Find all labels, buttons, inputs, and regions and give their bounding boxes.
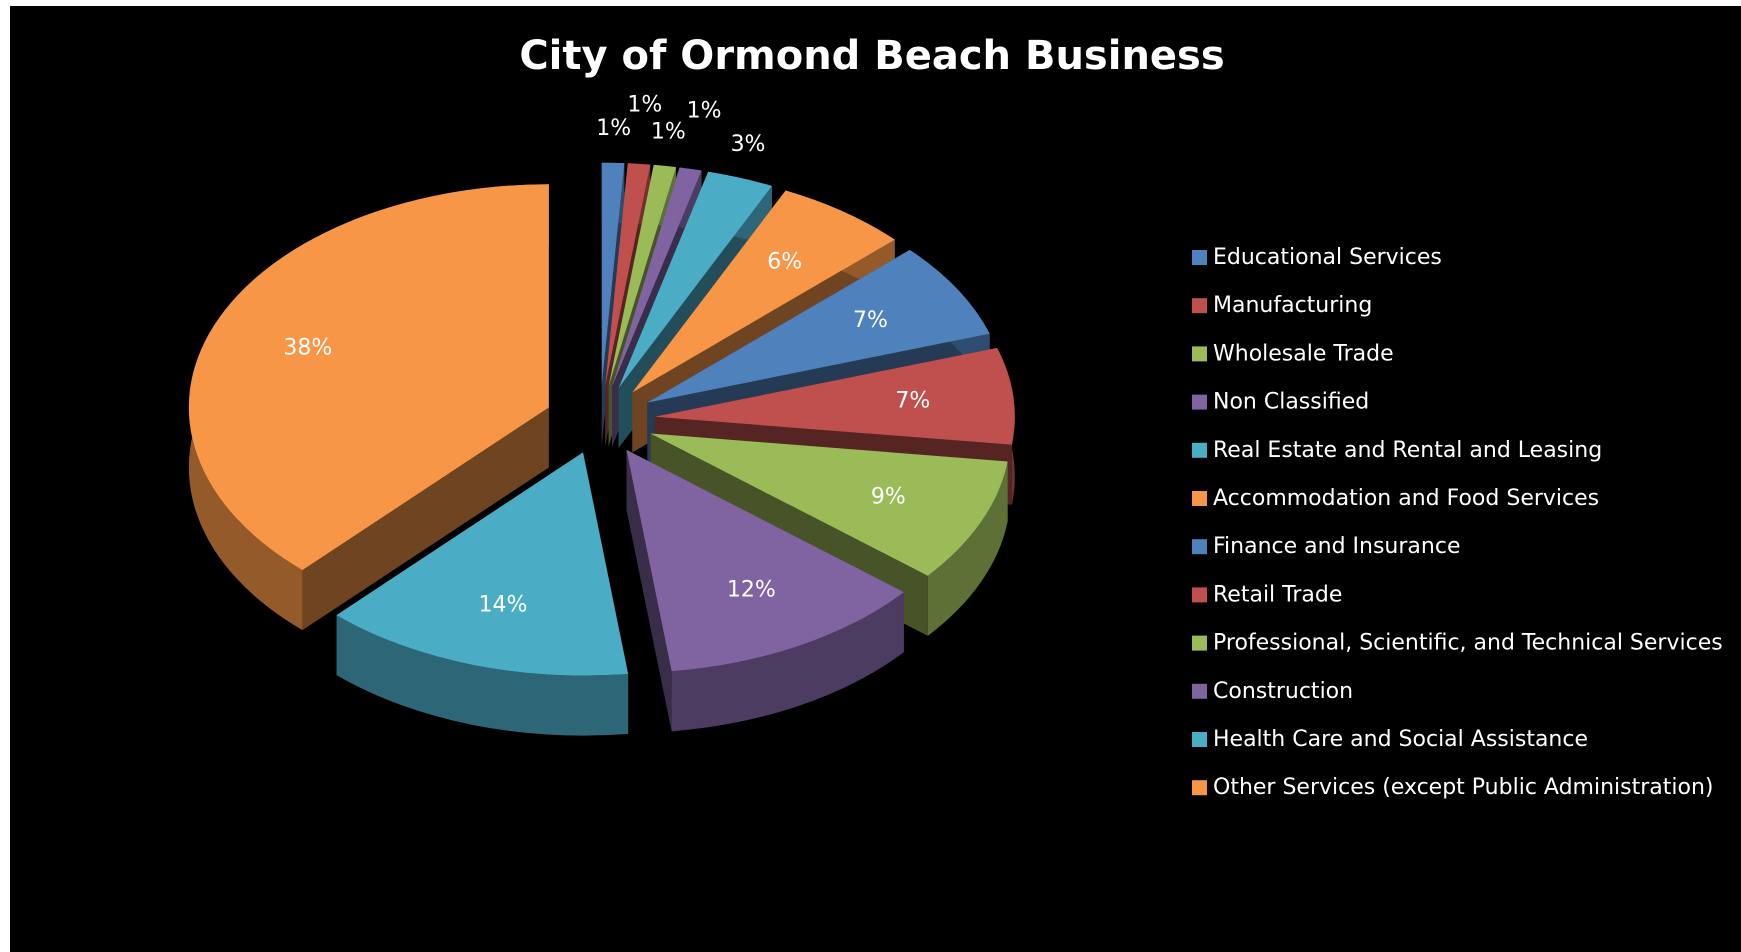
pie-slice <box>647 249 990 403</box>
legend-label: Finance and Insurance <box>1213 534 1460 559</box>
pie-slice <box>611 167 702 387</box>
legend-label: Non Classified <box>1213 390 1369 415</box>
legend-label: Other Services (except Public Administra… <box>1213 775 1713 800</box>
legend-label: Educational Services <box>1213 245 1442 270</box>
slice-wall <box>671 592 904 732</box>
pie-slice <box>188 184 549 571</box>
legend-swatch <box>1192 250 1207 265</box>
slice-side <box>302 407 549 631</box>
legend-label: Accommodation and Food Services <box>1213 486 1599 511</box>
legend-swatch <box>1192 683 1207 699</box>
slice-wall <box>336 615 629 736</box>
pie-slice <box>336 452 629 676</box>
legend-label: Retail Trade <box>1213 582 1342 607</box>
pie-slice <box>618 171 772 388</box>
data-label: 3% <box>731 132 766 157</box>
pie-slice <box>654 347 1015 445</box>
data-label: 1% <box>651 119 686 144</box>
legend-swatch <box>1192 635 1207 651</box>
legend-label: Wholesale Trade <box>1213 341 1394 366</box>
pie-slice <box>601 162 625 386</box>
legend-swatch <box>1192 491 1207 506</box>
legend-swatch <box>1192 394 1207 410</box>
pie-slice <box>608 164 677 387</box>
legend-label: Health Care and Social Assistance <box>1213 727 1588 752</box>
pie-slice <box>632 190 895 393</box>
legend-swatch <box>1192 346 1207 362</box>
legend-label: Construction <box>1213 679 1353 704</box>
legend-swatch <box>1192 780 1207 796</box>
pie-tops <box>188 162 1015 676</box>
data-label: 9% <box>871 484 906 509</box>
legend-label: Professional, Scientific, and Technical … <box>1213 631 1723 656</box>
legend-swatch <box>1192 539 1207 555</box>
data-label: 38% <box>283 335 332 360</box>
data-label: 12% <box>727 578 776 603</box>
legend-label: Manufacturing <box>1213 293 1372 318</box>
chart-title: City of Ormond Beach Business <box>519 33 1224 79</box>
legend-swatch <box>1192 442 1207 458</box>
data-label: 7% <box>895 389 930 414</box>
legend-swatch <box>1192 298 1207 314</box>
data-label: 1% <box>627 93 662 118</box>
data-label: 6% <box>767 249 802 274</box>
data-label: 1% <box>596 116 631 141</box>
slice-side <box>626 449 672 732</box>
data-label: 1% <box>687 98 722 123</box>
legend-swatch <box>1192 732 1207 747</box>
data-label: 7% <box>853 308 888 333</box>
data-label: 14% <box>478 592 527 617</box>
legend-label: Real Estate and Rental and Leasing <box>1213 438 1602 463</box>
legend-swatch <box>1192 587 1207 603</box>
pie-slice <box>605 163 651 387</box>
pie-slice <box>650 433 1008 576</box>
slice-wall <box>927 461 1008 636</box>
pie-slice <box>626 449 904 672</box>
